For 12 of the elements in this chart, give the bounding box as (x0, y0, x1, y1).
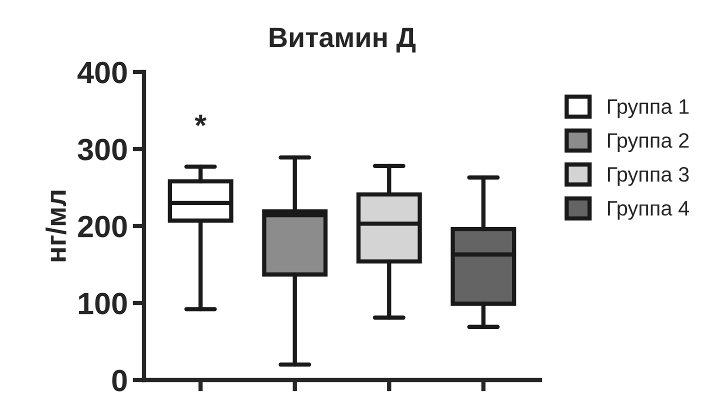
y-axis-title: нг/мл (46, 190, 66, 262)
y-tick-label: 400 (78, 62, 127, 84)
legend-label: Группа 1 (608, 99, 689, 118)
legend-label: Группа 4 (608, 201, 690, 220)
annotation: * (194, 114, 206, 126)
y-tick-label: 300 (78, 138, 127, 160)
legend-label: Группа 3 (608, 167, 689, 186)
chart-title: Витамин Д (270, 28, 416, 53)
legend-label: Группа 2 (608, 133, 689, 152)
y-tick-label: 200 (78, 216, 127, 238)
y-tick-label: 100 (78, 292, 127, 314)
y-tick-label: 0 (112, 370, 127, 392)
